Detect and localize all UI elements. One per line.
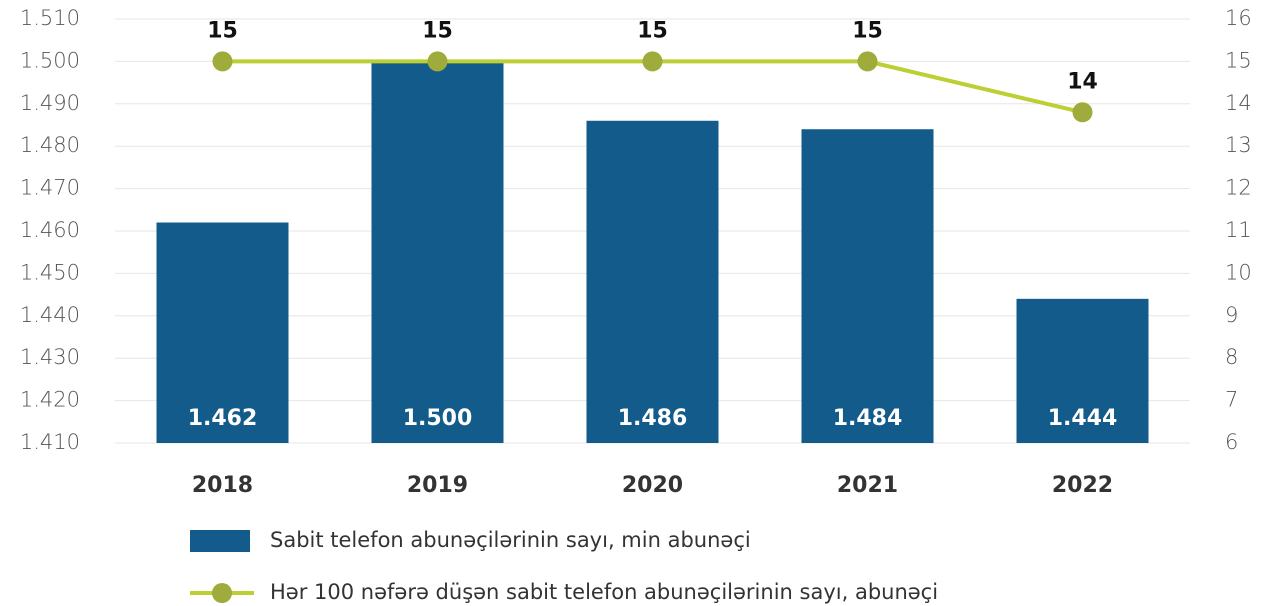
y-tick-label: 1.480 bbox=[20, 133, 80, 157]
y2-tick-label: 6 bbox=[1225, 430, 1238, 454]
bar-label: 1.500 bbox=[403, 406, 473, 431]
bar-label: 1.444 bbox=[1048, 406, 1118, 431]
bar bbox=[801, 129, 934, 444]
line-label: 15 bbox=[422, 18, 453, 43]
y-tick-label: 1.450 bbox=[20, 260, 80, 284]
legend-swatch bbox=[190, 530, 250, 552]
y2-tick-label: 9 bbox=[1225, 303, 1238, 327]
line-label: 15 bbox=[207, 18, 238, 43]
line-marker bbox=[642, 51, 663, 72]
bar bbox=[586, 120, 719, 443]
x-tick-label: 2020 bbox=[622, 473, 683, 498]
y-tick-label: 1.460 bbox=[20, 218, 80, 242]
bar-label: 1.484 bbox=[833, 406, 903, 431]
y-tick-label: 1.470 bbox=[20, 176, 80, 200]
line-marker bbox=[212, 51, 233, 72]
y2-tick-label: 10 bbox=[1225, 260, 1252, 284]
y2-tick-label: 11 bbox=[1225, 218, 1252, 242]
x-tick-label: 2018 bbox=[192, 473, 253, 498]
y2-tick-label: 14 bbox=[1225, 91, 1252, 115]
bar-label: 1.486 bbox=[618, 406, 688, 431]
y2-tick-label: 16 bbox=[1225, 6, 1252, 30]
legend-marker bbox=[212, 583, 232, 603]
x-tick-label: 2022 bbox=[1052, 473, 1113, 498]
line-label: 15 bbox=[637, 18, 668, 43]
x-tick-label: 2019 bbox=[407, 473, 468, 498]
line-label: 14 bbox=[1067, 69, 1098, 94]
bar bbox=[371, 61, 504, 444]
y-tick-label: 1.410 bbox=[20, 430, 80, 454]
bar bbox=[1016, 298, 1149, 443]
y-tick-label: 1.430 bbox=[20, 345, 80, 369]
line-marker bbox=[1072, 102, 1093, 123]
y2-tick-label: 12 bbox=[1225, 176, 1252, 200]
y-tick-label: 1.420 bbox=[20, 388, 80, 412]
legend-label: Sabit telefon abunəçilərinin sayı, min a… bbox=[270, 528, 751, 552]
y-tick-label: 1.490 bbox=[20, 91, 80, 115]
bar bbox=[156, 222, 289, 443]
y2-tick-label: 7 bbox=[1225, 388, 1238, 412]
line-label: 15 bbox=[852, 18, 883, 43]
y2-tick-label: 8 bbox=[1225, 345, 1238, 369]
y2-tick-label: 15 bbox=[1225, 48, 1252, 72]
line-marker bbox=[857, 51, 878, 72]
legend-label: Hər 100 nəfərə düşən sabit telefon abunə… bbox=[270, 580, 938, 604]
bar-label: 1.462 bbox=[188, 406, 258, 431]
y-tick-label: 1.440 bbox=[20, 303, 80, 327]
line-marker bbox=[427, 51, 448, 72]
y-tick-label: 1.500 bbox=[20, 48, 80, 72]
y2-tick-label: 13 bbox=[1225, 133, 1252, 157]
y-tick-label: 1.510 bbox=[20, 6, 80, 30]
x-tick-label: 2021 bbox=[837, 473, 898, 498]
